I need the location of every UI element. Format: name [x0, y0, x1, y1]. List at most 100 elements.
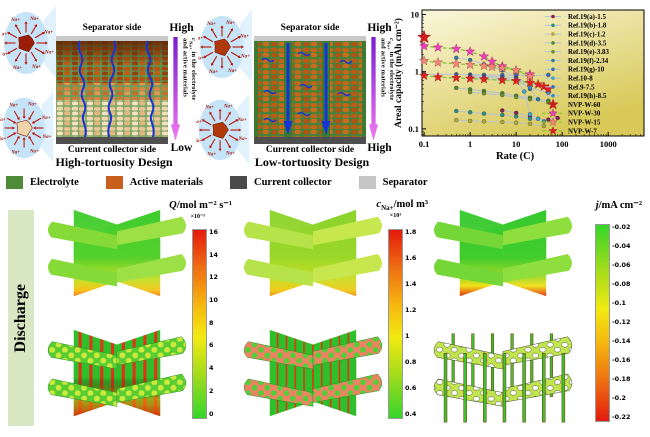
low-tortuosity-electrode: [254, 36, 366, 144]
concentration-arrow-text: cNa+ in the electrolyte and active mater…: [181, 38, 197, 101]
colorbar-tick: 1.6: [405, 253, 417, 262]
na-ion-label: Na+: [206, 152, 216, 157]
na-ion-label: Na+: [10, 150, 20, 155]
svg-text:1: 1: [468, 139, 472, 149]
svg-text:0.1: 0.1: [408, 124, 419, 134]
gradient-low-label: Low: [170, 142, 193, 154]
colorbar-title: j/mA cm⁻²: [595, 200, 642, 211]
straight-ion-arrows: [283, 43, 331, 135]
tortuous-ion-paths: [77, 40, 155, 138]
colorbar-tick: 0.4: [405, 409, 417, 418]
colorbar-tick-labels: 1.8 1.6 1.4 1.2 1 0.8 0.6 0.4: [405, 229, 422, 417]
colorbar-tick: 16: [209, 228, 218, 236]
colorbar-tick: -0.02: [612, 223, 631, 231]
na-ion-label: Na+: [204, 106, 214, 111]
flux-plot-group: Q/mol m⁻² s⁻¹ ×10⁻⁵ 16 14 12 10 8 6 4 2 0: [36, 196, 232, 437]
na-ion-label: Na+: [10, 18, 20, 23]
colorbar: [388, 229, 403, 419]
rate-capacity-chart: 0.1 1 10 100 1000 0.1 1 10 Ref.19(a)-1.5 Ref.19(b…: [393, 9, 645, 162]
na-ion-label: Na+: [196, 120, 202, 125]
chart-legend-label: Ref.10-8: [568, 76, 593, 83]
current-3d-skeleton: [433, 333, 573, 423]
colorbar-tick: -0.18: [612, 374, 631, 383]
materials-legend: Electrolyte Active materials Current colle…: [6, 170, 455, 194]
material-swatch: [105, 175, 123, 189]
colorbar-tick-labels: 16 14 12 10 8 6 4 2 0: [209, 229, 228, 417]
separator-side-label: Separator side: [82, 23, 142, 33]
na-ion-label: Na+: [31, 65, 41, 70]
na-ion-label: Na+: [29, 149, 39, 154]
colorbar-tick-labels: -0.02 -0.04 -0.06 -0.08 -0.1 -0.12 -0.14 -0.16 -…: [612, 224, 639, 420]
separator-side-label: Separator side: [280, 23, 340, 33]
colorbar-tick: 6: [209, 341, 214, 350]
colorbar: [595, 224, 610, 422]
na-ion-label: Na+: [41, 116, 51, 121]
panel-low-tortuosity: Na+Na+Na+Na+Na+Na+Na+Na+ Na+Na+Na+Na+Na+…: [196, 0, 395, 169]
concentration-arrow: [171, 37, 180, 141]
chart-ylabel: Areal capacity (mAh cm⁻²): [393, 18, 404, 128]
na-ion-label: Na+: [227, 69, 237, 74]
high-tortuosity-electrode: [56, 36, 168, 144]
ion-insertion-inset: Na+ Na+ Na+ Na+ Na+ Na+ Na+ Na+: [0, 91, 54, 163]
na-ion-label: Na+: [2, 33, 7, 38]
na-ion-label: Na+: [198, 37, 203, 42]
colorbar-tick: 1.4: [405, 279, 417, 288]
colorbar-tick: 1.2: [405, 305, 417, 314]
na-ion-label: Na+: [238, 137, 248, 142]
colorbar-tick: 12: [209, 273, 218, 282]
current-density-plot-group: j/mA cm⁻² -0.02 -0.04 -0.06 -0.08 -0.1 -0.12-…: [428, 196, 648, 437]
colorbar-tick: -0.14: [612, 336, 631, 345]
colorbar-tick: 0: [209, 409, 214, 418]
material-legend-item: Separator: [358, 175, 428, 189]
colorbar-tick: 0.6: [405, 383, 417, 392]
flux-3d-smooth: [47, 209, 186, 297]
ion-release-inset: Na+ Na+ Na+ Na+ Na+ Na+ Na+ Na+: [198, 10, 252, 82]
gradient-high-label: High: [367, 22, 392, 34]
na-ion-label: Na+: [208, 70, 218, 75]
material-legend-item: Active materials: [105, 175, 203, 189]
current-collector-bar: [56, 137, 168, 144]
chart-legend-label: NVP-W-60: [568, 102, 601, 109]
discharge-row-label: Discharge: [8, 210, 34, 426]
na-ion-label: Na+: [8, 104, 18, 109]
ion-release-inset: Na+ Na+ Na+ Na+ Na+ Na+ Na+ Na+: [2, 6, 56, 78]
chart-legend-label: Ref.9-7.5: [568, 84, 595, 91]
separator-bar: [56, 36, 168, 41]
chart-legend-label: NVP-W-30: [568, 111, 601, 118]
colorbar-tick: 1.8: [405, 228, 417, 236]
svg-text:10: 10: [411, 10, 420, 20]
chart-legend-label: NVP-W-7: [568, 128, 597, 135]
panel-caption: Low-tortuosity Design: [254, 155, 370, 169]
colorbar-tick: -0.04: [612, 241, 631, 250]
flux-3d-textured: [47, 329, 187, 417]
chart-legend-label: Ref.19(h)-8.5: [568, 93, 607, 100]
na-ion-label: Na+: [27, 103, 37, 108]
colorbar-tick: -0.22: [612, 412, 631, 421]
svg-text:1: 1: [415, 67, 419, 77]
na-ion-label: Na+: [12, 66, 22, 71]
na-ion-label: Na+: [225, 151, 235, 156]
collector-side-label: Current collector side: [265, 145, 355, 155]
na-ion-label: Na+: [237, 118, 247, 123]
current-collector-bar: [254, 137, 366, 144]
svg-text:10: 10: [512, 139, 521, 149]
na-ion-label: Na+: [240, 54, 250, 59]
na-ion-label: Na+: [42, 135, 52, 140]
colorbar-tick: -0.08: [612, 279, 631, 288]
chart-legend-label: Ref.19(b)-1.8: [568, 23, 607, 30]
colorbar-tick: 1: [405, 331, 410, 340]
material-swatch: [358, 175, 376, 189]
ion-squiggles: [261, 51, 353, 123]
concentration-arrow-text: cNa+ in the electrolyte and active mater…: [379, 38, 395, 101]
chart-xlabel: Rate (C): [496, 151, 535, 162]
chart-legend-label: Ref.19(e)-3.83: [568, 49, 609, 56]
material-legend-item: Current collector: [229, 175, 332, 189]
svg-text:1000: 1000: [600, 139, 617, 149]
colorbar-tick: 8: [209, 318, 214, 327]
panel-caption: High-tortuosity Design: [55, 155, 173, 169]
na-ion-label: Na+: [223, 105, 233, 110]
colorbar-tick: -0.1: [612, 298, 626, 307]
concentration-3d-smooth: [243, 209, 382, 297]
gradient-high-label: High: [169, 22, 194, 34]
